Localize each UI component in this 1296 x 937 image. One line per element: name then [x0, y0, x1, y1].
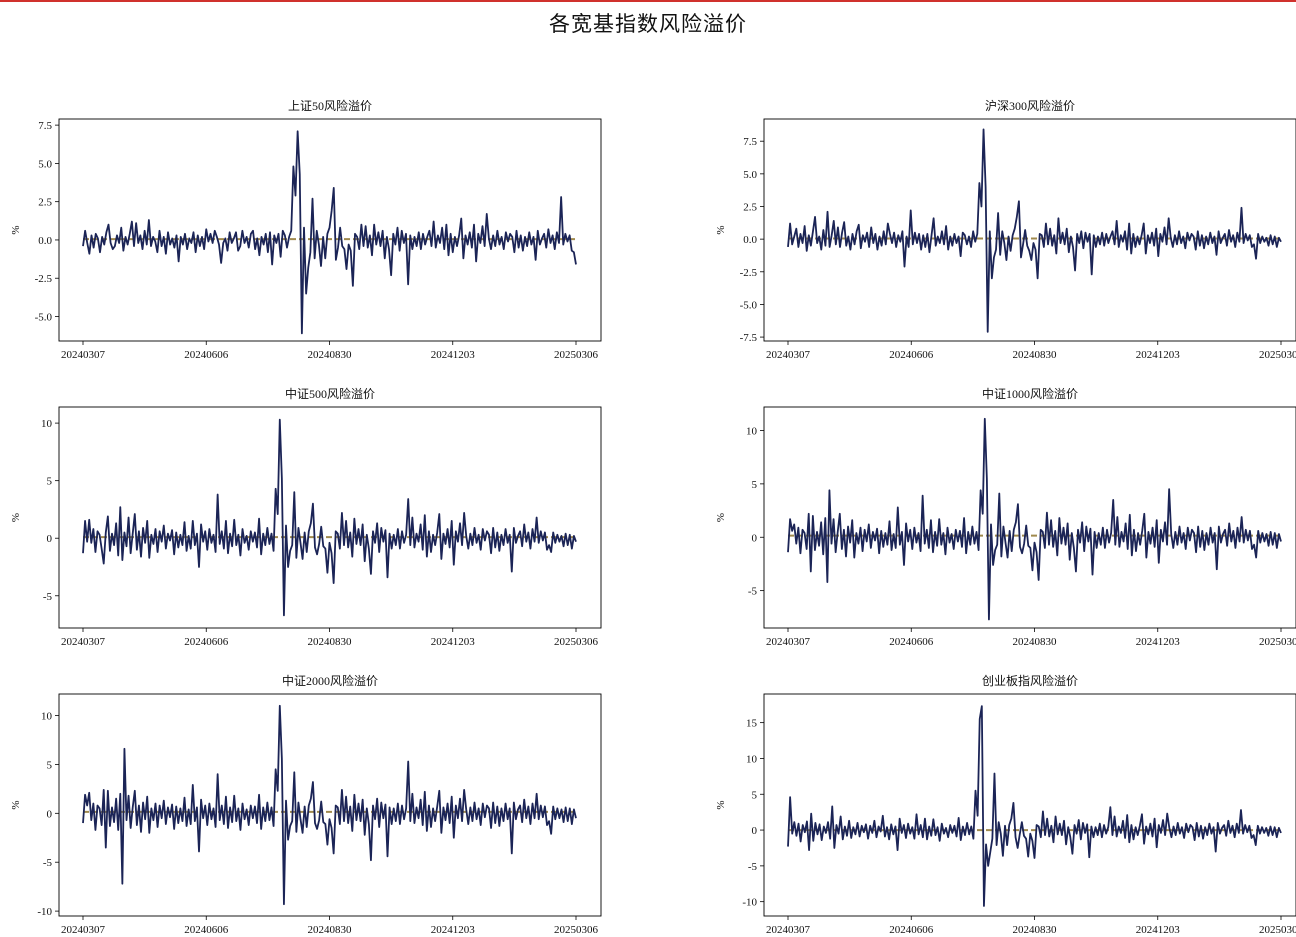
panel-title: 沪深300风险溢价 — [985, 98, 1075, 113]
y-axis-label: % — [10, 225, 22, 234]
x-tick-label: 20250306 — [1259, 636, 1296, 648]
top-divider-line — [0, 0, 1296, 2]
x-tick-label: 20240606 — [184, 636, 229, 648]
x-tick-label: 20241203 — [1136, 349, 1181, 361]
y-tick-label: -5 — [43, 591, 53, 603]
x-tick-label: 20240307 — [61, 349, 106, 361]
x-tick-label: 20240307 — [766, 349, 811, 361]
x-tick-label: 20250306 — [554, 924, 599, 936]
y-tick-label: -10 — [37, 906, 52, 918]
y-tick-label: 2.5 — [743, 201, 757, 213]
x-tick-label: 20250306 — [554, 636, 599, 648]
x-tick-label: 20241203 — [431, 636, 476, 648]
y-tick-label: 7.5 — [38, 120, 52, 132]
y-tick-label: 5 — [47, 759, 53, 771]
panel-title: 创业板指风险溢价 — [982, 673, 1078, 688]
x-tick-label: 20240307 — [766, 924, 811, 936]
y-tick-label: 2.5 — [38, 197, 52, 209]
chart-panel-3: 中证500风险溢价% 10 5 0 -5 20240307 20240606 20240830… — [10, 386, 602, 648]
y-axis-label: % — [715, 225, 727, 234]
x-tick-label: 20240606 — [889, 349, 934, 361]
chart-panel-2: 沪深300风险溢价% 7.5 5.0 2.5 0.0 -2.5 -5.0 -7.5 202403… — [715, 98, 1296, 361]
x-tick-label: 20240307 — [766, 636, 811, 648]
y-tick-label: -5.0 — [35, 312, 53, 324]
x-tick-label: 20241203 — [431, 924, 476, 936]
y-axis-label: % — [715, 513, 727, 522]
y-tick-label: 10 — [41, 711, 53, 723]
plot-frame — [763, 406, 1296, 629]
panel-title: 上证50风险溢价 — [288, 98, 372, 113]
x-tick-label: 20240830 — [1013, 636, 1058, 648]
x-tick-label: 20240830 — [308, 349, 353, 361]
x-tick-label: 20250306 — [1259, 924, 1296, 936]
x-tick-label: 20240606 — [184, 349, 229, 361]
plot-frame — [763, 693, 1296, 917]
y-tick-label: 10 — [41, 418, 53, 430]
plot-frame — [58, 693, 602, 917]
x-tick-label: 20240307 — [61, 636, 106, 648]
x-tick-label: 20240307 — [61, 924, 106, 936]
y-tick-label: -5 — [748, 586, 758, 598]
y-tick-label: -5.0 — [740, 299, 758, 311]
x-tick-label: 20241203 — [1136, 924, 1181, 936]
y-tick-label: 5 — [47, 476, 53, 488]
x-tick-label: 20240830 — [1013, 349, 1058, 361]
risk-premium-series-line — [787, 417, 1282, 621]
y-tick-label: 10 — [746, 425, 758, 437]
chart-panel-5: 中证2000风险溢价% 10 5 0 -5 -10 20240307 20240606 2024… — [10, 673, 602, 936]
y-tick-label: 10 — [746, 753, 758, 765]
risk-premium-series-line — [787, 705, 1282, 907]
y-tick-label: 15 — [746, 718, 758, 730]
chart-panel-4: 中证1000风险溢价% 10 5 0 -5 20240307 20240606 2024083… — [715, 386, 1296, 648]
y-tick-label: -2.5 — [35, 273, 53, 285]
x-tick-label: 20241203 — [431, 349, 476, 361]
risk-premium-series-line — [82, 418, 577, 617]
x-tick-label: 20240830 — [308, 924, 353, 936]
panel-title: 中证1000风险溢价 — [982, 386, 1078, 401]
y-axis-label: % — [10, 800, 22, 809]
y-tick-label: 0 — [47, 808, 53, 820]
x-tick-label: 20240830 — [308, 636, 353, 648]
panel-title: 中证2000风险溢价 — [282, 673, 378, 688]
x-tick-label: 20240606 — [184, 924, 229, 936]
x-tick-label: 20240606 — [889, 924, 934, 936]
chart-panel-6: 创业板指风险溢价% 15 10 5 0 -5 -10 20240307 20240606 2024… — [715, 673, 1296, 936]
panel-title: 中证500风险溢价 — [285, 386, 375, 401]
plot-frame — [58, 406, 602, 629]
y-tick-label: -10 — [742, 897, 757, 909]
y-axis-label: % — [10, 513, 22, 522]
y-tick-label: 5 — [752, 479, 758, 491]
figure-title: 各宽基指数风险溢价 — [549, 12, 747, 36]
risk-premium-series-line — [82, 704, 577, 906]
risk-premium-series-line — [82, 130, 577, 335]
x-tick-label: 20240606 — [889, 636, 934, 648]
y-axis-label: % — [715, 800, 727, 809]
y-tick-label: -2.5 — [740, 267, 758, 279]
y-tick-label: 0.0 — [38, 235, 52, 247]
chart-panel-1: 上证50风险溢价% 7.5 5.0 2.5 0.0 -2.5 -5.0 20240307 202… — [10, 98, 602, 361]
y-tick-label: -5 — [43, 857, 53, 869]
y-tick-label: 0 — [752, 825, 758, 837]
y-tick-label: 5 — [752, 789, 758, 801]
x-tick-label: 20241203 — [1136, 636, 1181, 648]
plot-frame — [763, 118, 1296, 342]
plot-frame — [58, 118, 602, 342]
y-tick-label: -5 — [748, 861, 758, 873]
y-tick-label: -7.5 — [740, 332, 758, 344]
y-tick-label: 7.5 — [743, 136, 757, 148]
risk-premium-series-line — [787, 128, 1282, 333]
x-tick-label: 20250306 — [1259, 349, 1296, 361]
x-tick-label: 20240830 — [1013, 924, 1058, 936]
y-tick-label: 5.0 — [38, 158, 52, 170]
y-tick-label: 0 — [47, 533, 53, 545]
y-tick-label: 0 — [752, 532, 758, 544]
y-tick-label: 0.0 — [743, 234, 757, 246]
x-tick-label: 20250306 — [554, 349, 599, 361]
y-tick-label: 5.0 — [743, 169, 757, 181]
